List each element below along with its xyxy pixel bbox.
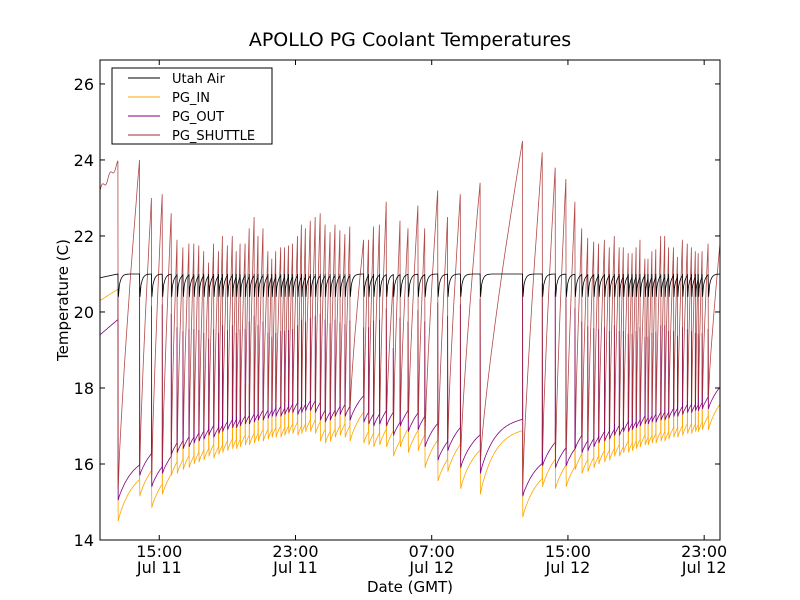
x-tick-label-date: Jul 12 bbox=[545, 558, 591, 577]
y-tick-label: 14 bbox=[74, 531, 94, 550]
x-tick-label-time: 07:00 bbox=[409, 542, 455, 561]
x-tick-label-date: Jul 12 bbox=[681, 558, 727, 577]
legend-label: PG_OUT bbox=[172, 110, 224, 125]
x-tick-label-time: 15:00 bbox=[136, 542, 182, 561]
legend-label: PG_IN bbox=[172, 91, 210, 106]
y-tick-label: 24 bbox=[74, 151, 94, 170]
series-utah-air bbox=[100, 273, 720, 297]
x-tick-label-time: 23:00 bbox=[681, 542, 727, 561]
x-tick-label-date: Jul 12 bbox=[408, 558, 454, 577]
y-axis-label: Temperature (C) bbox=[54, 239, 72, 362]
x-tick-label-date: Jul 11 bbox=[136, 558, 182, 577]
legend: Utah Air PG_IN PG_OUT PG_SHUTTLE bbox=[111, 67, 273, 145]
x-tick-label-time: 15:00 bbox=[545, 542, 591, 561]
series-pg-shuttle bbox=[100, 140, 720, 489]
series-pg-in bbox=[100, 288, 720, 522]
x-tick-label-date: Jul 11 bbox=[272, 558, 318, 577]
y-tick-label: 20 bbox=[74, 303, 94, 322]
y-tick-label: 18 bbox=[74, 379, 94, 398]
y-tick-label: 22 bbox=[74, 227, 94, 246]
y-tick-label: 26 bbox=[74, 75, 94, 94]
legend-label: Utah Air bbox=[172, 72, 225, 87]
x-tick-label-time: 23:00 bbox=[272, 542, 318, 561]
plot-frame bbox=[99, 59, 721, 541]
y-tick-label: 16 bbox=[74, 455, 94, 474]
legend-box bbox=[111, 67, 273, 145]
chart-title: APOLLO PG Coolant Temperatures bbox=[249, 29, 571, 51]
y-axis: 14 16 18 20 22 24 26 bbox=[74, 75, 720, 550]
series-layer bbox=[100, 140, 720, 522]
series-pg-out bbox=[100, 277, 720, 501]
x-axis-label: Date (GMT) bbox=[367, 578, 453, 596]
legend-label: PG_SHUTTLE bbox=[172, 129, 255, 144]
